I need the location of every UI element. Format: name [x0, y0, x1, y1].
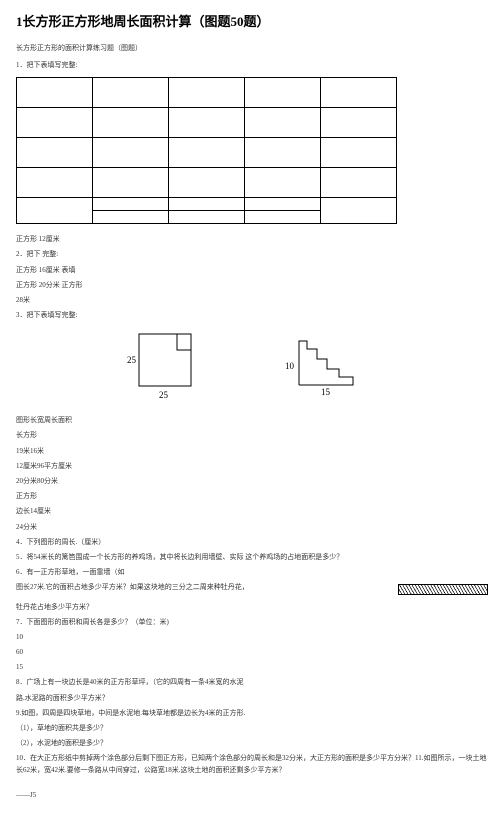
- table-row: [17, 198, 397, 211]
- fig1-label-left: 25: [127, 355, 137, 365]
- text-line: 路.水泥路的面积多少平方米？: [16, 693, 488, 704]
- text-line: 7．下面图形的面积和周长各是多少？（单位：米): [16, 617, 488, 628]
- text-line: 19米16米: [16, 446, 488, 457]
- page-number: ——J5: [16, 790, 488, 801]
- text-line: 长方形: [16, 430, 488, 441]
- text-line: 正方形 12厘米: [16, 234, 488, 245]
- text-line: 15: [16, 662, 488, 673]
- after-hatch-block: 牡丹花占地多少平方米？ 7．下面图形的面积和周长各是多少？（单位：米) 10 6…: [16, 602, 488, 776]
- subtitle: 长方形正方形的面积计算练习题（图题）: [16, 43, 488, 54]
- text-line: 20分米80分米: [16, 476, 488, 487]
- text-line: 正方形 20分米 正方形: [16, 280, 488, 291]
- figures-row: 25 25 10 15: [16, 331, 488, 401]
- body-lines-block: 图形长宽周长面积 长方形 19米16米 12厘米96平方厘米 20分米80分米 …: [16, 415, 488, 593]
- table-row: [17, 78, 397, 108]
- figure-square: 25 25: [121, 331, 193, 401]
- fig2-label-bottom: 15: [321, 387, 331, 397]
- text-line: 2．把下 完整:: [16, 249, 488, 260]
- text-line: 4．下列图形的周长.（厘米）: [16, 537, 488, 548]
- table-row: [17, 108, 397, 138]
- text-line: 10: [16, 632, 488, 643]
- blank-table-1: [16, 77, 397, 224]
- text-line: 3．把下表填写完整:: [16, 310, 488, 321]
- text-line: 5．将54米长的篱笆围成一个长方形的养鸡场，其中将长边利用墙壁、实际 这个养鸡场…: [16, 552, 488, 563]
- text-line: （1），草地的面积共是多少？: [16, 723, 488, 734]
- text-line: 正方形: [16, 491, 488, 502]
- page-title: 1长方形正方形地周长面积计算（图题50题）: [16, 12, 488, 33]
- table-row: [17, 138, 397, 168]
- question-1-label: 1．把下表填写完整:: [16, 60, 488, 71]
- text-line: 正方形 16厘米 表填: [16, 265, 488, 276]
- hatched-wall-icon: [398, 584, 488, 595]
- text-line: 边长14厘米: [16, 506, 488, 517]
- fig2-label-left: 10: [285, 361, 295, 371]
- table-row: [17, 168, 397, 198]
- figure-staircase: 10 15: [283, 337, 361, 401]
- text-line: 9.如图，四周是四块草地，中间是水泥地.每块草地都是边长为4米的正方形.: [16, 708, 488, 719]
- text-line: 6．有一正方形草地，一面靠墙（如: [16, 567, 488, 578]
- text-line: （2），水泥地的面积是多少？: [16, 738, 488, 749]
- text-line: 24分米: [16, 522, 488, 533]
- after-table-block: 正方形 12厘米 2．把下 完整: 正方形 16厘米 表填 正方形 20分米 正…: [16, 234, 488, 321]
- text-line: 10．在大正方形纸中剪掉两个涂色部分后剩下图正方形，已知两个涂色部分的周长和是3…: [16, 753, 488, 775]
- text-line: 12厘米96平方厘米: [16, 461, 488, 472]
- text-line: 28米: [16, 295, 488, 306]
- fig1-label-bottom: 25: [159, 390, 169, 400]
- text-line: 60: [16, 647, 488, 658]
- text-line: 8．广场上有一块边长是40米的正方形草坪，（它的四周有一条4米宽的水泥: [16, 677, 488, 688]
- text-line: 图形长宽周长面积: [16, 415, 488, 426]
- text-line: 牡丹花占地多少平方米？: [16, 602, 488, 613]
